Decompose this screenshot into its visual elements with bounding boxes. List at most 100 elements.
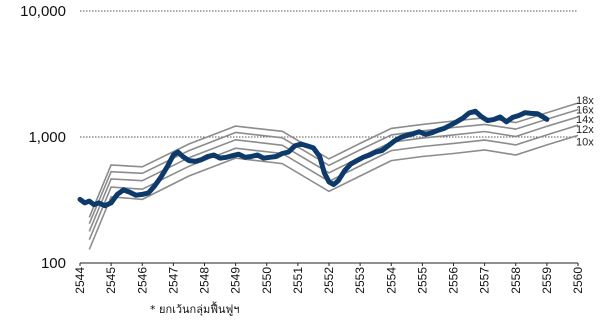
series-point	[523, 111, 527, 114]
series-point	[536, 112, 539, 115]
series-point	[225, 156, 228, 159]
series-point	[268, 156, 272, 159]
x-tick-label: 2558	[509, 267, 523, 294]
series-point	[380, 149, 384, 152]
series-point	[243, 156, 247, 159]
series-point	[274, 155, 278, 158]
series-point	[287, 150, 290, 154]
x-tick-label: 2547	[166, 267, 180, 294]
x-tick-label: 2551	[291, 267, 305, 294]
series-point	[293, 144, 296, 148]
series-point	[231, 154, 234, 157]
y-tick-label: 100	[41, 255, 66, 272]
series-point	[449, 124, 452, 127]
x-tick-label: 2559	[540, 267, 554, 294]
series-point	[530, 112, 533, 115]
series-point	[337, 179, 340, 182]
x-tick-label: 2560	[571, 267, 585, 294]
series-point	[134, 194, 138, 197]
series-point	[355, 159, 359, 162]
series-point	[218, 156, 222, 160]
series-point	[474, 110, 477, 113]
series-point	[424, 133, 427, 136]
series-point	[405, 134, 408, 137]
band-label-16x: 16x	[576, 105, 594, 117]
series-point	[517, 114, 521, 117]
series-point	[480, 115, 483, 118]
x-tick-label: 2553	[353, 267, 367, 294]
series-point	[436, 129, 440, 132]
x-tick-label: 2552	[322, 267, 336, 294]
x-tick-label: 2550	[260, 267, 274, 294]
series-point	[362, 156, 365, 159]
series-point	[461, 117, 464, 120]
series-point	[332, 183, 335, 186]
series-point	[318, 155, 321, 158]
series-point	[443, 127, 446, 130]
footnote: * ยกเว้นกลุ่มฟื้นฟูฯ	[150, 303, 240, 316]
series-point	[176, 150, 180, 154]
series-point	[206, 155, 209, 158]
series-point	[128, 191, 131, 194]
x-tick-label: 2545	[104, 267, 118, 294]
series-point	[116, 193, 119, 196]
y-tick-label: 1,000	[28, 129, 66, 146]
y-tick-label: 10,000	[20, 3, 66, 20]
series-point	[159, 176, 163, 179]
series-point	[187, 159, 191, 162]
series-point	[323, 171, 326, 174]
series-point	[306, 144, 309, 148]
series-point	[492, 118, 496, 121]
series-point	[299, 142, 303, 146]
series-point	[368, 153, 371, 157]
series-point	[92, 203, 96, 206]
index-series	[77, 108, 550, 209]
x-tick-label: 2546	[135, 267, 149, 294]
series-point	[343, 169, 346, 172]
series-point	[250, 155, 253, 158]
band-label-12x: 12x	[576, 124, 594, 136]
series-point	[166, 165, 169, 168]
series-point	[88, 199, 91, 203]
x-tick-label: 2557	[478, 267, 492, 294]
series-point	[511, 116, 514, 119]
series-point	[83, 201, 86, 205]
series-point	[312, 146, 315, 150]
series-point	[141, 193, 144, 196]
series-point	[467, 111, 471, 115]
series-point	[386, 144, 390, 148]
series-point	[181, 155, 184, 158]
series-point	[262, 156, 265, 160]
series-point	[212, 153, 215, 157]
series-point	[153, 184, 156, 187]
series-point	[399, 136, 402, 139]
y-axis: 100 1,000 10,000	[20, 3, 66, 272]
series-point	[499, 115, 502, 119]
series-point	[393, 139, 396, 143]
series-point	[78, 198, 82, 201]
band-line-16x	[88, 108, 579, 225]
series-point	[542, 116, 545, 119]
x-tick-label: 2556	[447, 267, 461, 294]
series-point	[200, 158, 203, 161]
series-point	[455, 120, 458, 124]
series-point	[374, 150, 377, 154]
x-tick-label: 2549	[229, 267, 243, 294]
band-label-10x: 10x	[576, 136, 594, 148]
x-tick-label: 2544	[73, 267, 87, 294]
series-point	[256, 153, 259, 157]
grid-lines	[80, 10, 578, 264]
series-point	[505, 120, 508, 124]
series-point	[411, 132, 415, 135]
series-point	[430, 131, 433, 134]
series-point	[109, 201, 113, 205]
series-point	[349, 162, 352, 166]
series-point	[103, 204, 107, 207]
x-tick-label: 2555	[415, 267, 429, 294]
series-point	[545, 118, 549, 121]
series-point	[418, 130, 421, 133]
band-line-10x	[88, 134, 579, 250]
series-point	[327, 180, 331, 184]
series-point	[486, 119, 489, 122]
